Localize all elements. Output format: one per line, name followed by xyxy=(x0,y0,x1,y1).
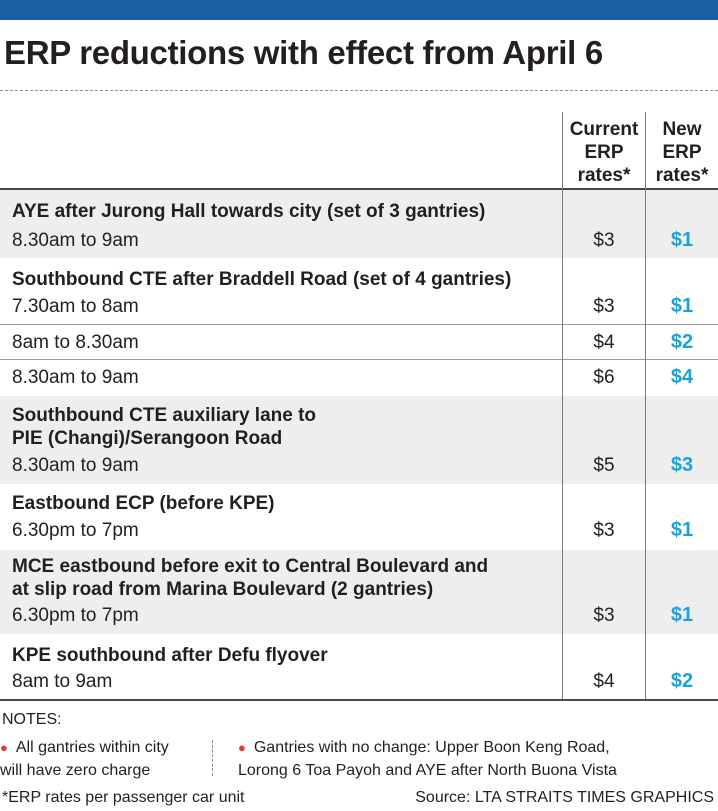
table-row: 8.30am to 9am $6 $4 xyxy=(0,360,718,396)
table-row: Eastbound ECP (before KPE) 6.30pm to 7pm… xyxy=(0,484,718,550)
new-rate: $3 xyxy=(670,454,694,476)
new-rate: $1 xyxy=(670,295,694,317)
new-rate: $2 xyxy=(670,670,694,692)
bullet-icon: ● xyxy=(0,740,8,755)
current-rate: $3 xyxy=(593,520,615,541)
row-heading-line2: at slip road from Marina Boulevard (2 ga… xyxy=(12,579,434,600)
row-time: 8am to 9am xyxy=(12,671,113,692)
row-heading-line2: PIE (Changi)/Serangoon Road xyxy=(12,428,283,449)
row-time: 6.30pm to 7pm xyxy=(12,520,139,541)
footnote: *ERP rates per passenger car unit xyxy=(2,789,245,806)
title-divider xyxy=(0,90,718,91)
notes-divider xyxy=(212,740,213,776)
new-rate: $1 xyxy=(670,604,694,626)
note-text: Gantries with no change: Upper Boon Keng… xyxy=(253,739,610,756)
current-rate: $4 xyxy=(593,671,615,692)
row-heading: AYE after Jurong Hall towards city (set … xyxy=(12,201,486,222)
row-heading: Southbound CTE after Braddell Road (set … xyxy=(12,269,512,290)
table-row: Southbound CTE auxiliary lane to PIE (Ch… xyxy=(0,396,718,484)
row-divider xyxy=(0,359,718,360)
bullet-icon: ● xyxy=(238,740,246,755)
row-time: 8am to 8.30am xyxy=(12,332,139,353)
row-time: 7.30am to 8am xyxy=(12,296,139,317)
page-title: ERP reductions with effect from April 6 xyxy=(4,34,603,71)
row-time: 8.30am to 9am xyxy=(12,367,139,388)
current-rate: $3 xyxy=(593,296,615,317)
column-header-current: Current ERP rates* xyxy=(569,119,639,186)
table-row: 8am to 8.30am $4 $2 xyxy=(0,325,718,359)
new-rate: $1 xyxy=(670,229,694,251)
row-time: 8.30am to 9am xyxy=(12,455,139,476)
note-text: will have zero charge xyxy=(0,762,151,779)
source-credit: Source: LTA STRAITS TIMES GRAPHICS xyxy=(415,789,714,806)
current-rate: $3 xyxy=(593,605,615,626)
row-time: 8.30am to 9am xyxy=(12,230,139,251)
current-rate: $5 xyxy=(593,455,615,476)
row-divider xyxy=(0,324,718,325)
top-accent-bar xyxy=(0,0,718,20)
new-rate: $1 xyxy=(670,519,694,541)
column-separator xyxy=(645,112,646,699)
column-header-new: New ERP rates* xyxy=(655,119,709,186)
row-heading-line1: MCE eastbound before exit to Central Bou… xyxy=(12,556,489,577)
current-rate: $4 xyxy=(593,332,615,353)
note-zero-charge: ● All gantries within city will have zero… xyxy=(0,736,169,782)
table-row: MCE eastbound before exit to Central Bou… xyxy=(0,550,718,634)
table-row: KPE southbound after Defu flyover 8am to… xyxy=(0,634,718,699)
note-text: Lorong 6 Toa Payoh and AYE after North B… xyxy=(238,762,617,779)
column-separator xyxy=(562,112,563,699)
current-rate: $3 xyxy=(593,230,615,251)
row-heading-line1: Southbound CTE auxiliary lane to xyxy=(12,405,317,426)
note-no-change: ● Gantries with no change: Upper Boon Ken… xyxy=(238,736,617,782)
table-row: Southbound CTE after Braddell Road (set … xyxy=(0,258,718,324)
header-rule xyxy=(0,188,718,190)
row-time: 6.30pm to 7pm xyxy=(12,605,139,626)
row-heading: Eastbound ECP (before KPE) xyxy=(12,493,275,514)
table-bottom-rule xyxy=(0,699,718,701)
note-text: All gantries within city xyxy=(15,739,169,756)
table-row: AYE after Jurong Hall towards city (set … xyxy=(0,190,718,258)
current-rate: $6 xyxy=(593,367,615,388)
new-rate: $2 xyxy=(670,331,694,353)
notes-title: NOTES: xyxy=(2,711,62,728)
new-rate: $4 xyxy=(670,366,694,388)
row-heading: KPE southbound after Defu flyover xyxy=(12,645,328,666)
